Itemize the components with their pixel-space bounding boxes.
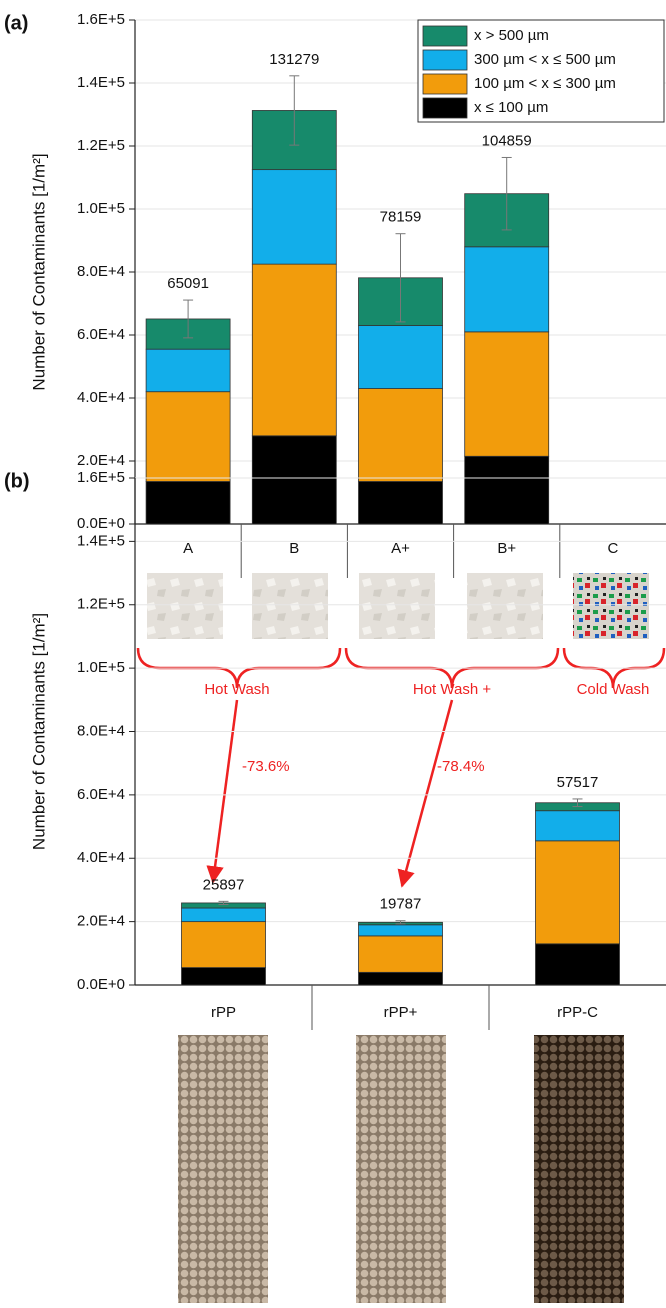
arrow [213, 700, 237, 882]
data-label: 57517 [557, 774, 599, 791]
legend-label: 300 µm < x ≤ 500 µm [474, 51, 616, 68]
y-tick-label: 0.0E+0 [77, 976, 125, 993]
bar-segment [536, 841, 620, 944]
annotation: Hot Wash [204, 681, 269, 698]
bar-segment [182, 908, 266, 922]
sample-image [467, 573, 543, 639]
y-tick-label: 1.6E+5 [77, 11, 125, 28]
bar-segment [359, 389, 443, 482]
legend-label: x > 500 µm [474, 27, 549, 44]
annotation: -78.4% [437, 758, 485, 775]
bar-segment [252, 436, 336, 524]
y-tick-label: 4.0E+4 [77, 389, 125, 406]
y-tick-label: 1.4E+5 [77, 532, 125, 549]
legend-label: 100 µm < x ≤ 300 µm [474, 75, 616, 92]
annotation: -73.6% [242, 758, 290, 775]
y-tick-label: 1.6E+5 [77, 469, 125, 486]
bar-segment [182, 922, 266, 968]
bar-segment [146, 349, 230, 392]
x-tick-label: rPP [211, 1004, 236, 1021]
data-label: 131279 [269, 51, 319, 68]
y-tick-label: 8.0E+4 [77, 263, 125, 280]
y-tick-label: 1.0E+5 [77, 659, 125, 676]
bar-segment [252, 264, 336, 436]
annotation: Hot Wash + [413, 681, 491, 698]
y-tick-label: 4.0E+4 [77, 849, 125, 866]
x-tick-label: B [289, 540, 299, 557]
bar-segment [465, 247, 549, 332]
x-tick-label: C [607, 540, 618, 557]
panel-label: (a) [4, 12, 28, 34]
data-label: 78159 [380, 209, 422, 226]
bar-segment [536, 811, 620, 841]
sample-image [534, 1035, 624, 1303]
bar-segment [536, 944, 620, 985]
figure: 0.0E+0 2.0E+4 4.0E+4 6.0E+4 8.0E+4 1.0E+5 1.2E… [0, 0, 666, 1308]
bar-segment [359, 481, 443, 524]
y-axis-title: Number of Contaminants [1/m²] [29, 613, 48, 850]
sample-image [178, 1035, 268, 1303]
bar-segment [146, 481, 230, 524]
legend-swatch [423, 50, 467, 70]
x-tick-label: A [183, 540, 193, 557]
y-tick-label: 0.0E+0 [77, 515, 125, 532]
x-tick-label: A+ [391, 540, 410, 557]
legend-label: x ≤ 100 µm [474, 99, 548, 116]
bar-segment [359, 326, 443, 389]
panel-label: (b) [4, 470, 30, 492]
x-tick-label: B+ [497, 540, 516, 557]
bar-segment [359, 972, 443, 985]
sample-image [359, 573, 435, 639]
y-tick-label: 6.0E+4 [77, 326, 125, 343]
legend-swatch [423, 26, 467, 46]
bar-segment [359, 936, 443, 972]
legend-swatch [423, 74, 467, 94]
sample-image [147, 573, 223, 639]
y-axis-title: Number of Contaminants [1/m²] [29, 153, 48, 390]
y-tick-label: 2.0E+4 [77, 452, 125, 469]
y-tick-label: 1.4E+5 [77, 74, 125, 91]
data-label: 19787 [380, 896, 422, 913]
sample-image [356, 1035, 446, 1303]
bar-segment [146, 392, 230, 482]
y-tick-label: 1.2E+5 [77, 137, 125, 154]
y-tick-label: 8.0E+4 [77, 722, 125, 739]
sample-image [252, 573, 328, 639]
y-tick-label: 2.0E+4 [77, 913, 125, 930]
y-tick-label: 1.0E+5 [77, 200, 125, 217]
data-label: 65091 [167, 275, 209, 292]
bar-segment [252, 170, 336, 265]
sample-image [573, 573, 649, 639]
bar-segment [359, 925, 443, 936]
bar-segment [465, 332, 549, 456]
x-tick-label: rPP+ [384, 1004, 418, 1021]
data-label: 25897 [203, 876, 245, 893]
annotation: Cold Wash [577, 681, 650, 698]
bar-segment [465, 456, 549, 524]
x-tick-label: rPP-C [557, 1004, 598, 1021]
bar-segment [182, 968, 266, 985]
y-tick-label: 1.2E+5 [77, 596, 125, 613]
legend-swatch [423, 98, 467, 118]
data-label: 104859 [482, 132, 532, 149]
y-tick-label: 6.0E+4 [77, 786, 125, 803]
